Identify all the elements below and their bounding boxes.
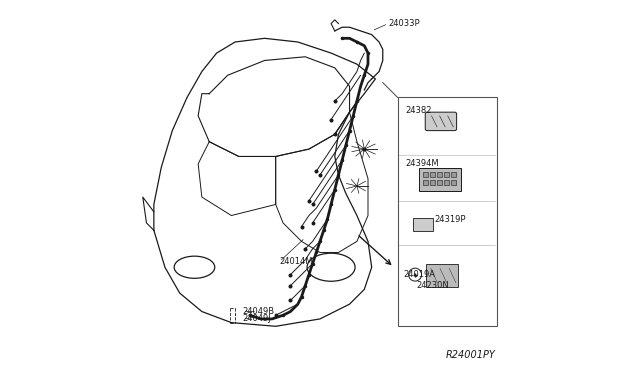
Text: 24319P: 24319P	[435, 215, 466, 224]
Bar	[430, 172, 435, 177]
Bar	[437, 180, 442, 185]
Text: R24001PY: R24001PY	[445, 350, 495, 359]
FancyBboxPatch shape	[419, 168, 461, 191]
Text: 24394M: 24394M	[405, 159, 438, 169]
Bar	[424, 180, 428, 185]
FancyBboxPatch shape	[413, 218, 433, 231]
Bar	[451, 172, 456, 177]
Text: 24382: 24382	[405, 106, 431, 115]
Bar	[424, 172, 428, 177]
Text: 24049B: 24049B	[243, 307, 275, 316]
Text: 24033P: 24033P	[388, 19, 420, 28]
Bar	[444, 180, 449, 185]
Bar	[430, 180, 435, 185]
Bar	[397, 97, 497, 326]
Text: 24014M: 24014M	[280, 257, 313, 266]
Bar	[444, 172, 449, 177]
Bar	[451, 180, 456, 185]
Text: 24019A: 24019A	[403, 270, 435, 279]
FancyBboxPatch shape	[426, 264, 458, 287]
Bar	[437, 172, 442, 177]
Text: 24230N: 24230N	[417, 281, 449, 290]
Text: 24049J: 24049J	[243, 314, 271, 323]
FancyBboxPatch shape	[425, 112, 456, 131]
